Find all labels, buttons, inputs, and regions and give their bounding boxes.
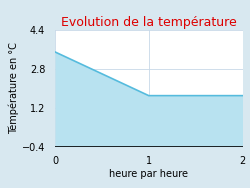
X-axis label: heure par heure: heure par heure (109, 169, 188, 179)
Title: Evolution de la température: Evolution de la température (61, 16, 236, 29)
Y-axis label: Témpérature en °C: Témpérature en °C (8, 42, 19, 134)
